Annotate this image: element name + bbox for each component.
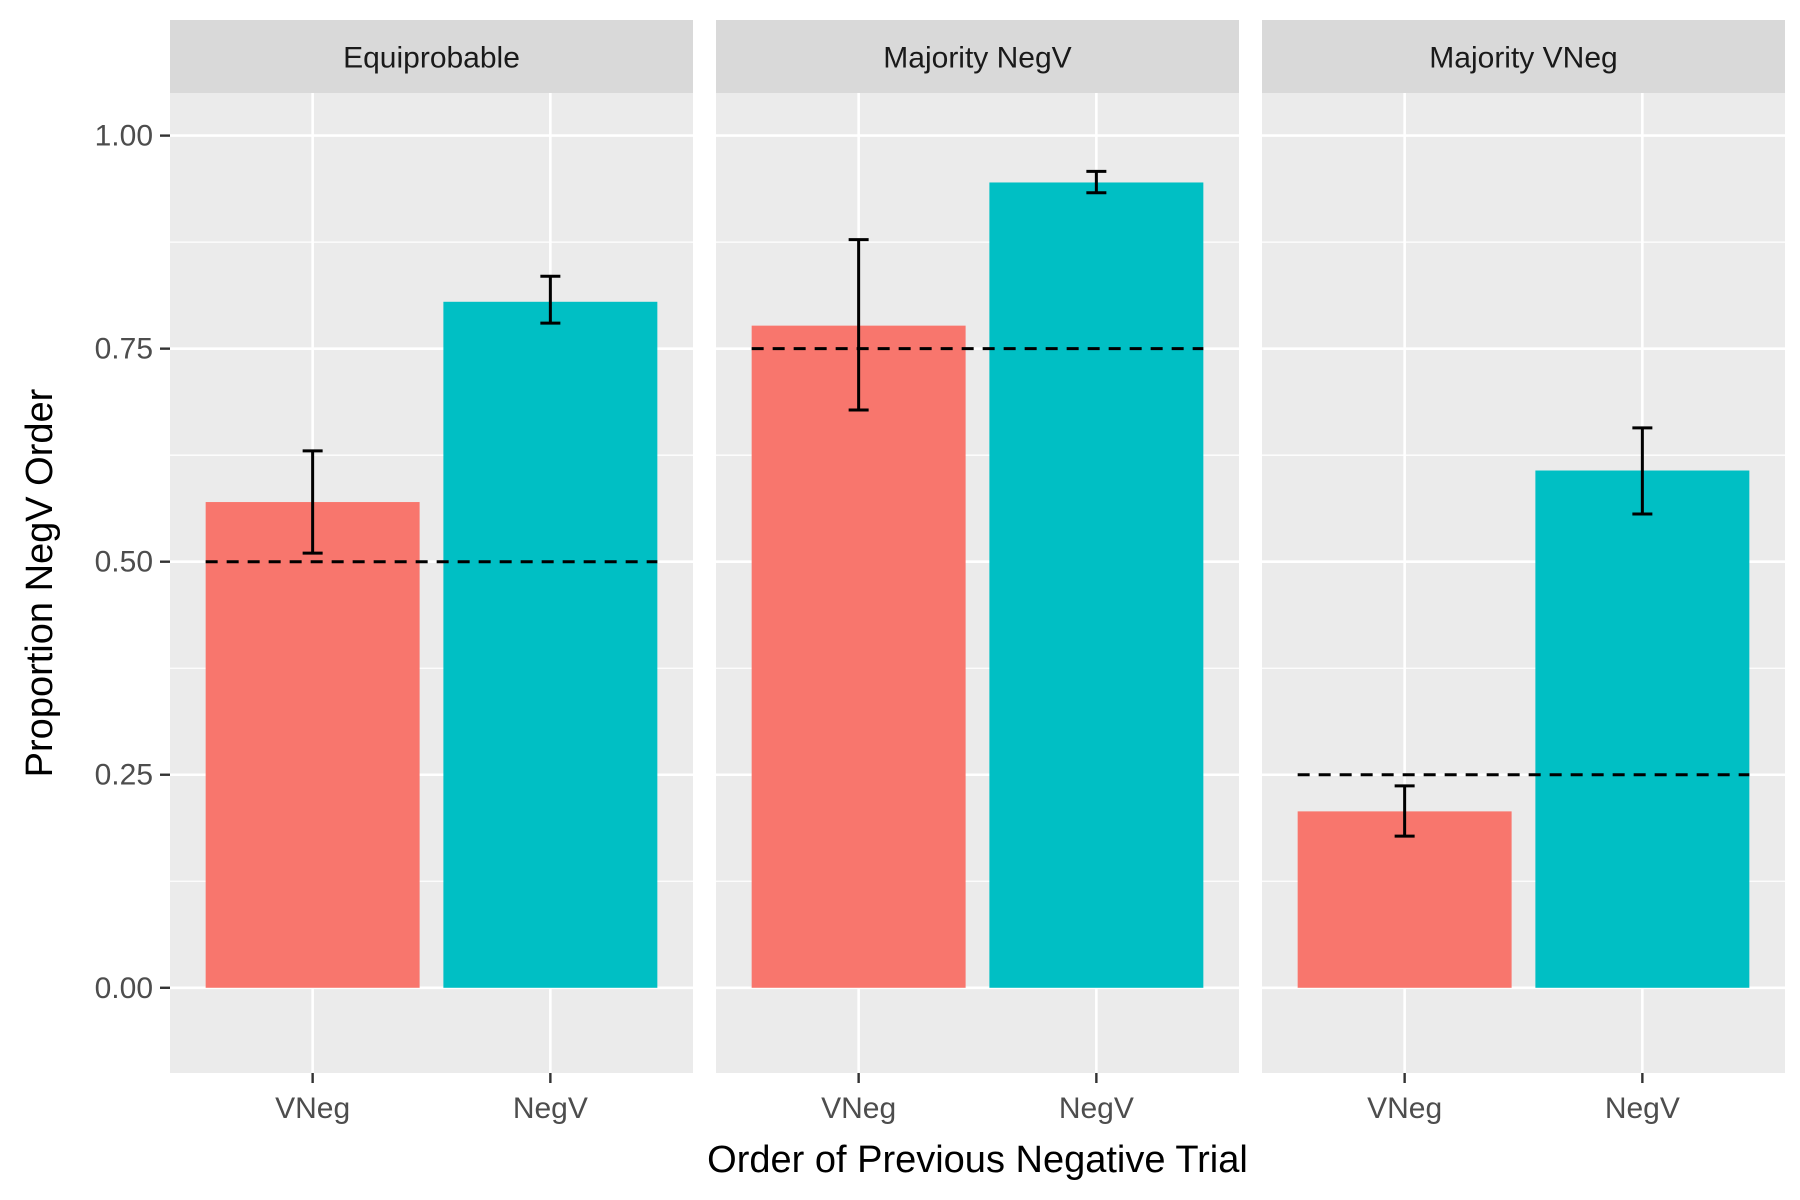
y-axis-title: Proportion NegV Order	[19, 388, 61, 777]
bar-negv	[1535, 470, 1750, 988]
bar-negv	[989, 182, 1204, 988]
x-tick-label: VNeg	[821, 1092, 896, 1125]
y-tick-label: 0.50	[95, 546, 153, 579]
bar-vneg	[751, 325, 966, 988]
x-tick-label: VNeg	[275, 1092, 350, 1125]
facet-label: Majority VNeg	[1429, 42, 1617, 75]
bar-negv	[443, 301, 658, 988]
y-tick-label: 0.75	[95, 333, 153, 366]
x-tick-label: NegV	[1059, 1092, 1134, 1125]
y-tick-label: 0.25	[95, 759, 153, 792]
x-tick-label: NegV	[1605, 1092, 1680, 1125]
facet-strip	[170, 20, 693, 93]
y-tick-label: 0.00	[95, 972, 153, 1005]
bar-vneg	[205, 502, 420, 988]
x-axis-title: Order of Previous Negative Trial	[707, 1139, 1248, 1181]
facet-label: Majority NegV	[883, 42, 1071, 75]
x-tick-label: NegV	[513, 1092, 588, 1125]
facet-strip	[1262, 20, 1785, 93]
bar-vneg	[1297, 811, 1512, 988]
y-tick-label: 1.00	[95, 120, 153, 153]
facet-strip	[716, 20, 1239, 93]
facet-label: Equiprobable	[343, 42, 520, 75]
x-tick-label: VNeg	[1367, 1092, 1442, 1125]
